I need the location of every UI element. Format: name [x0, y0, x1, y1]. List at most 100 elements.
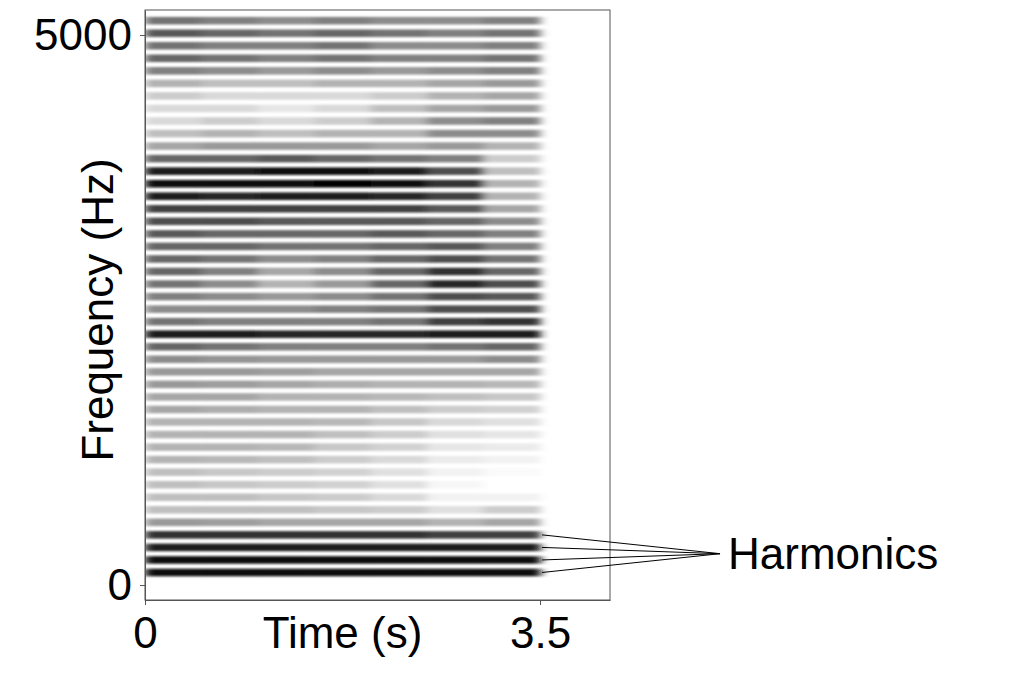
spectrogram-cell: [484, 17, 541, 25]
spectrogram-cell: [201, 443, 258, 451]
spectrogram-cell: [484, 393, 541, 401]
spectrogram-cell: [484, 80, 541, 88]
spectrogram-cell: [201, 368, 258, 376]
spectrogram-cell: [201, 431, 258, 439]
y-axis-title: Frequency (Hz): [73, 158, 122, 461]
annotation: Harmonics: [542, 529, 938, 578]
spectrogram-cell: [371, 293, 428, 301]
x-tick: 3.5: [510, 600, 571, 657]
spectrogram-cell: [371, 305, 428, 313]
spectrogram-cell: [201, 29, 258, 37]
spectrogram-cell: [484, 180, 541, 188]
spectrogram-cell: [314, 431, 371, 439]
spectrogram-cell: [427, 243, 484, 251]
spectrogram-cell: [427, 67, 484, 75]
spectrogram-cell: [201, 305, 258, 313]
x-tick-mark: [145, 600, 146, 605]
spectrogram-cell: [314, 343, 371, 351]
spectrogram-cell: [484, 519, 541, 527]
spectrogram-cell: [427, 468, 484, 476]
spectrogram-cell: [201, 192, 258, 200]
spectrogram-cell: [258, 218, 315, 226]
spectrogram-cell: [145, 117, 202, 125]
spectrogram-cell: [371, 130, 428, 138]
spectrogram-cell: [258, 117, 315, 125]
spectrogram-cell: [484, 55, 541, 63]
spectrogram-cell: [314, 218, 371, 226]
spectrogram-cell: [484, 268, 541, 276]
spectrogram-cell: [201, 569, 258, 577]
spectrogram-cell: [258, 29, 315, 37]
spectrogram-cell: [314, 481, 371, 489]
spectrogram-cell: [484, 117, 541, 125]
y-axis-line: [145, 11, 146, 601]
x-axis-title: Time (s): [263, 608, 423, 657]
spectrogram-cell: [201, 381, 258, 389]
spectrogram-cell: [145, 569, 202, 577]
spectrogram-cell: [314, 243, 371, 251]
spectrogram-cell: [371, 67, 428, 75]
spectrogram-cell: [258, 468, 315, 476]
spectrogram-cell: [314, 305, 371, 313]
spectrogram-cell: [258, 318, 315, 326]
spectrogram-cell: [258, 142, 315, 150]
spectrogram-cell: [258, 293, 315, 301]
spectrogram-cell: [258, 356, 315, 364]
spectrogram-cell: [145, 42, 202, 50]
spectrogram-cell: [145, 142, 202, 150]
spectrogram-cell: [201, 506, 258, 514]
spectrogram-cell: [145, 17, 202, 25]
spectrogram-cell: [145, 531, 202, 539]
spectrogram-cell: [314, 468, 371, 476]
spectrogram-cell: [484, 468, 541, 476]
spectrogram-cell: [427, 80, 484, 88]
spectrogram-cell: [371, 368, 428, 376]
spectrogram-cell: [258, 180, 315, 188]
spectrogram-cell: [258, 418, 315, 426]
spectrogram-cell: [484, 456, 541, 464]
spectrogram-cell: [201, 406, 258, 414]
spectrogram-cell: [258, 481, 315, 489]
spectrogram-cell: [314, 443, 371, 451]
spectrogram-cell: [258, 305, 315, 313]
spectrogram-cell: [314, 356, 371, 364]
spectrogram-cell: [201, 155, 258, 163]
spectrogram: [145, 17, 541, 576]
spectrogram-cell: [258, 393, 315, 401]
spectrogram-cell: [427, 192, 484, 200]
spectrogram-cell: [145, 544, 202, 552]
spectrogram-cell: [371, 506, 428, 514]
spectrogram-cell: [145, 205, 202, 213]
spectrogram-cell: [371, 544, 428, 552]
spectrogram-cell: [258, 431, 315, 439]
spectrogram-cell: [427, 456, 484, 464]
spectrogram-cell: [371, 80, 428, 88]
spectrogram-cell: [484, 368, 541, 376]
spectrogram-cell: [371, 218, 428, 226]
spectrogram-cell: [258, 343, 315, 351]
spectrogram-cell: [314, 531, 371, 539]
spectrogram-cell: [258, 330, 315, 338]
spectrogram-cell: [427, 293, 484, 301]
spectrogram-cell: [484, 155, 541, 163]
spectrogram-cell: [145, 155, 202, 163]
spectrogram-cell: [201, 92, 258, 100]
spectrogram-cell: [201, 55, 258, 63]
spectrogram-cell: [371, 456, 428, 464]
spectrogram-cell: [314, 92, 371, 100]
chart: 03.505000Time (s)Frequency (Hz)Harmonics: [0, 0, 1026, 686]
spectrogram-cell: [145, 243, 202, 251]
spectrogram-cell: [427, 381, 484, 389]
spectrogram-cell: [314, 205, 371, 213]
x-tick-label: 0: [133, 608, 157, 657]
spectrogram-cell: [427, 142, 484, 150]
spectrogram-cell: [427, 544, 484, 552]
plot-area: [145, 17, 541, 576]
x-tick: 0: [133, 600, 157, 657]
spectrogram-cell: [145, 356, 202, 364]
y-tick: 5000: [34, 10, 145, 59]
spectrogram-cell: [371, 468, 428, 476]
spectrogram-cell: [427, 330, 484, 338]
spectrogram-cell: [145, 255, 202, 263]
spectrogram-cell: [258, 42, 315, 50]
